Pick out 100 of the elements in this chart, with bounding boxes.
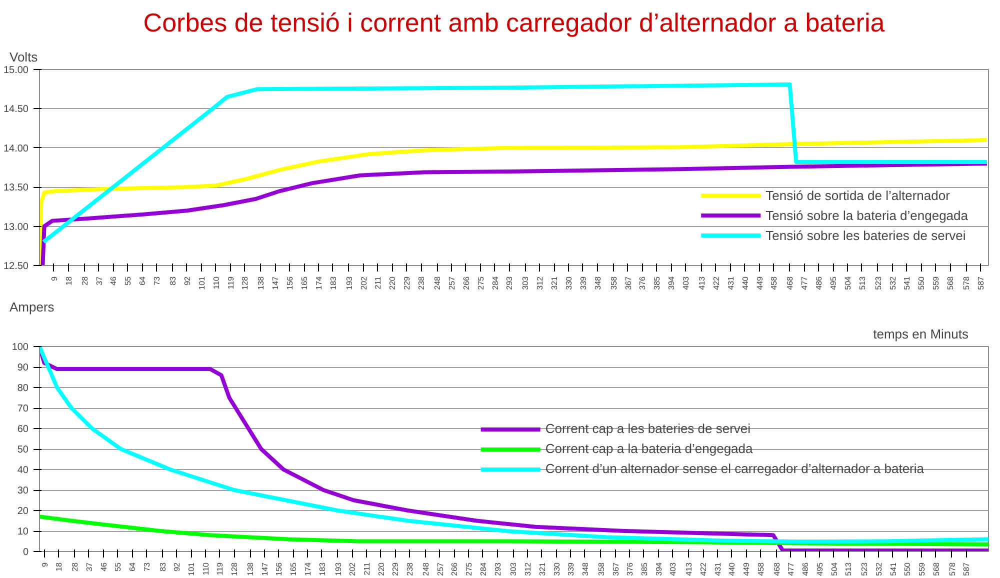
x-tick-label: 165	[300, 276, 309, 290]
y-tick-label: 10	[17, 526, 29, 538]
x-tick-label: 339	[566, 562, 576, 576]
x-tick-label: 138	[246, 562, 256, 576]
x-tick-label: 128	[230, 562, 240, 576]
y-tick-label: 40	[17, 465, 29, 476]
x-tick-label: 568	[946, 276, 956, 290]
x-tick-label: 550	[903, 562, 912, 576]
x-tick-label: 513	[844, 562, 854, 576]
legend-label: Tensió de sortida de l’alternador	[766, 188, 950, 202]
x-tick-label: 165	[289, 562, 298, 576]
x-tick-label: 422	[712, 276, 721, 290]
x-tick-label: 110	[201, 562, 210, 576]
x-tick-label: 458	[756, 562, 766, 576]
x-tick-label: 358	[609, 276, 618, 290]
x-tick-label: 559	[918, 562, 927, 576]
x-tick-label: 541	[888, 562, 898, 576]
x-tick-label: 193	[344, 276, 354, 290]
x-tick-label: 440	[728, 562, 737, 576]
x-tick-label: 330	[564, 276, 574, 290]
x-tick-label: 211	[362, 562, 372, 576]
y-tick-label: 14.00	[3, 143, 29, 154]
x-tick-label: 385	[640, 562, 649, 576]
x-tick-label: 513	[858, 276, 867, 290]
y-tick-label: 80	[17, 383, 29, 394]
y-tick-label: 100	[12, 342, 29, 353]
x-tick-label: 73	[142, 562, 152, 572]
x-tick-label: 578	[962, 276, 972, 290]
x-tick-label: 101	[187, 562, 196, 576]
x-tick-label: 312	[536, 276, 545, 290]
x-tick-label: 587	[962, 562, 972, 576]
x-tick-label: 403	[682, 276, 691, 290]
x-tick-label: 238	[417, 276, 426, 290]
x-tick-label: 202	[348, 562, 358, 576]
x-tick-label: 101	[197, 276, 206, 290]
x-tick-label: 486	[801, 562, 810, 576]
y-tick-label: 15.00	[3, 65, 29, 76]
x-tick-label: 9	[50, 276, 59, 281]
x-tick-label: 156	[274, 562, 284, 576]
legend-label: Corrent d’un alternador sense el carregador d’alternador a bateria	[545, 461, 924, 476]
y-tick-label: 90	[17, 362, 29, 374]
x-tick-label: 110	[212, 276, 221, 290]
x-tick-label: 468	[786, 276, 795, 290]
x-tick-label: 403	[668, 562, 678, 576]
x-tick-label: 147	[260, 562, 270, 576]
x-tick-label: 541	[902, 276, 912, 290]
x-tick-label: 348	[580, 562, 590, 576]
x-tick-label: 376	[638, 276, 648, 290]
x-tick-label: 330	[552, 562, 562, 576]
x-tick-label: 156	[286, 276, 295, 290]
x-tick-label: 559	[932, 276, 941, 290]
x-tick-label: 303	[521, 276, 530, 290]
x-tick-label: 55	[124, 276, 133, 286]
x-tick-label: 486	[814, 276, 824, 290]
x-tick-label: 238	[406, 562, 415, 576]
x-tick-label: 147	[271, 276, 280, 290]
chart-title: Corbes de tensió i corrent amb carregador d’alternador a bateria	[143, 8, 886, 38]
y-tick-label: 12.50	[3, 261, 29, 272]
x-tick-label: 220	[388, 276, 398, 290]
legend-label: Corrent cap a les bateries de servei	[545, 421, 751, 436]
x-tick-label: 18	[54, 562, 64, 572]
x-tick-label: 174	[303, 562, 312, 576]
y-tick-label: 0	[22, 547, 29, 558]
x-tick-label: 458	[770, 276, 779, 290]
x-tick-label: 321	[550, 276, 560, 290]
y-tick-label: 14.50	[3, 104, 29, 116]
x-tick-label: 119	[226, 276, 236, 290]
x-tick-label: 92	[172, 562, 182, 572]
x-tick-label: 293	[493, 562, 502, 576]
x-tick-label: 266	[450, 562, 460, 576]
x-tick-label: 275	[476, 276, 486, 290]
x-tick-label: 55	[114, 562, 123, 572]
x-tick-label: 37	[94, 276, 104, 286]
x-tick-label: 504	[843, 276, 852, 290]
x-tick-label: 303	[509, 562, 518, 576]
x-tick-label: 248	[433, 276, 442, 290]
x-tick-label: 367	[624, 276, 633, 290]
x-tick-label: 312	[524, 562, 533, 576]
y-axis-title: Ampers	[10, 300, 55, 314]
x-tick-label: 28	[80, 276, 90, 286]
x-tick-label: 183	[328, 276, 338, 290]
x-tick-label: 275	[464, 562, 474, 576]
x-tick-label: 257	[436, 562, 445, 576]
x-tick-label: 229	[402, 276, 412, 290]
x-tick-label: 229	[391, 562, 400, 576]
x-tick-label: 211	[374, 276, 383, 290]
x-tick-label: 46	[99, 562, 108, 572]
x-tick-label: 523	[860, 562, 870, 576]
x-tick-label: 248	[421, 562, 430, 576]
x-tick-label: 128	[240, 276, 250, 290]
x-tick-label: 523	[874, 276, 883, 290]
x-tick-label: 46	[109, 276, 118, 286]
x-tick-label: 358	[596, 562, 606, 576]
y-tick-label: 70	[17, 404, 29, 414]
x-tick-label: 18	[64, 276, 74, 286]
x-tick-label: 321	[538, 562, 547, 576]
x-tick-label: 431	[726, 276, 736, 290]
x-tick-label: 92	[182, 276, 192, 286]
y-tick-label: 20	[17, 506, 29, 517]
x-tick-label: 183	[318, 562, 327, 576]
